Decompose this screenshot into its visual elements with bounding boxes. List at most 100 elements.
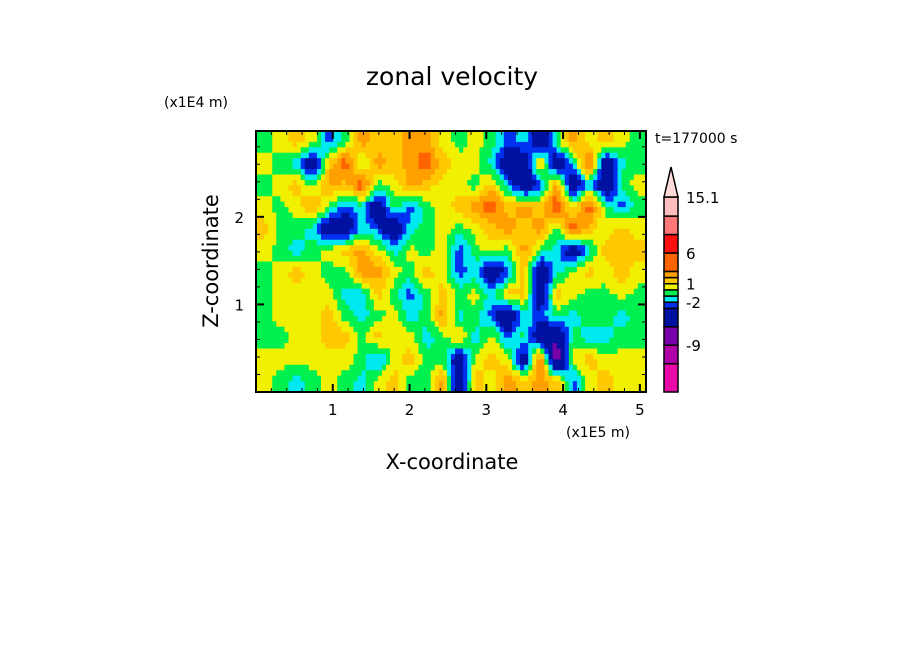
heatmap-cell [434,261,440,268]
heatmap-cell [312,207,318,214]
heatmap-cell [333,228,338,235]
heatmap-cell [268,190,273,197]
heatmap-cell [524,272,529,279]
heatmap-cell [564,163,570,170]
heatmap-cell [349,174,355,181]
heatmap-cell [406,223,411,230]
heatmap-cell [556,299,562,306]
heatmap-cell [491,321,497,328]
heatmap-cell [438,315,444,322]
heatmap-cell [345,272,351,279]
heatmap-cell [280,283,286,290]
heatmap-cell [426,174,432,181]
heatmap-cell [568,326,574,333]
heatmap-cell [329,294,334,301]
heatmap-cell [641,218,647,225]
heatmap-cell [361,381,367,388]
heatmap-cell [613,174,619,181]
heatmap-cell [455,212,460,219]
heatmap-cell [256,288,261,295]
heatmap-cell [394,174,399,181]
heatmap-cell [390,375,395,382]
heatmap-cell [585,201,590,208]
heatmap-cell [434,250,440,257]
heatmap-cell [507,288,513,295]
heatmap-cell [300,250,306,257]
heatmap-cell [394,131,399,138]
heatmap-cell [520,212,525,219]
heatmap-cell [288,158,294,165]
heatmap-cell [516,353,521,360]
heatmap-cell [451,256,456,263]
heatmap-cell [548,163,554,170]
heatmap-cell [637,169,643,176]
heatmap-cell [581,147,586,154]
heatmap-cell [487,348,493,355]
heatmap-cell [406,190,411,197]
heatmap-cell [426,179,432,186]
heatmap-cell [633,163,639,170]
heatmap-cell [398,131,403,138]
heatmap-cell [613,266,619,273]
heatmap-cell [511,359,517,366]
heatmap-cell [475,364,481,371]
heatmap-cell [625,288,631,295]
heatmap-cell [589,228,594,235]
heatmap-cell [337,207,342,214]
heatmap-cell [361,201,367,208]
heatmap-cell [581,370,586,377]
heatmap-cell [613,179,619,186]
heatmap-cell [455,343,460,350]
heatmap-cell [430,375,436,382]
heatmap-cell [357,261,363,268]
heatmap-cell [556,272,562,279]
heatmap-cell [353,381,359,388]
heatmap-cell [373,147,379,154]
heatmap-cell [633,190,639,197]
heatmap-cell [369,234,375,241]
heatmap-cell [402,348,407,355]
heatmap-cell [495,141,501,148]
heatmap-cell [321,370,326,377]
heatmap-cell [629,185,635,192]
heatmap-cell [264,136,269,143]
heatmap-cell [280,152,286,159]
heatmap-cell [641,381,647,388]
heatmap-cell [540,299,546,306]
heatmap-cell [426,136,432,143]
heatmap-cell [304,381,310,388]
heatmap-cell [471,277,476,284]
heatmap-cell [288,239,294,246]
heatmap-cell [304,283,310,290]
heatmap-cell [467,179,472,186]
heatmap-cell [601,239,606,246]
heatmap-cell [581,169,586,176]
heatmap-cell [438,250,444,257]
heatmap-cell [471,359,476,366]
heatmap-cell [593,228,598,235]
heatmap-cell [516,152,521,159]
heatmap-cell [422,310,428,317]
heatmap-cell [524,299,529,306]
heatmap-cell [641,283,647,290]
heatmap-cell [337,239,342,246]
heatmap-cell [260,239,265,246]
heatmap-cell [617,212,623,219]
heatmap-cell [284,212,290,219]
heatmap-cell [349,386,355,393]
heatmap-cell [528,174,533,181]
heatmap-cell [499,294,505,301]
heatmap-cell [625,223,631,230]
heatmap-cell [613,228,619,235]
heatmap-cell [426,228,432,235]
heatmap-cell [394,261,399,268]
heatmap-cell [581,353,586,360]
heatmap-cell [308,266,314,273]
heatmap-cell [528,283,533,290]
heatmap-cell [337,266,342,273]
heatmap-cell [333,288,338,295]
heatmap-cell [329,256,334,263]
heatmap-cell [548,190,554,197]
heatmap-cell [365,288,371,295]
heatmap-cell [589,256,594,263]
